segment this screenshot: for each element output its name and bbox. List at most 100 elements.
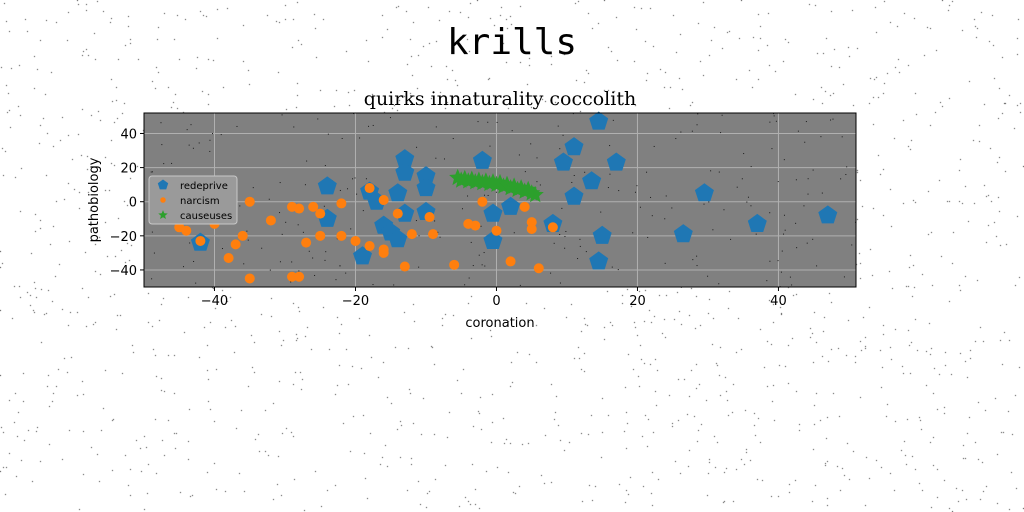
narcism-point [294, 204, 304, 214]
noise-dot [742, 178, 743, 179]
noise-dot [161, 144, 162, 145]
noise-dot [564, 236, 565, 237]
noise-dot [236, 126, 237, 127]
noise-dot [160, 122, 161, 123]
noise-dot [199, 142, 200, 143]
narcism-point [336, 198, 346, 208]
noise-dot [769, 122, 770, 123]
noise-dot [816, 265, 817, 266]
noise-dot [550, 273, 551, 274]
noise-dot [340, 190, 341, 191]
noise-dot [195, 283, 196, 284]
noise-dot [782, 251, 783, 252]
noise-dot [416, 147, 417, 148]
x-axis-ticks: −40 −20 0 20 40 [201, 287, 787, 309]
noise-dot [189, 145, 190, 146]
noise-dot [808, 194, 809, 195]
noise-dot [718, 283, 719, 284]
noise-dot [347, 188, 348, 189]
narcism-point [294, 272, 304, 282]
noise-dot [571, 182, 572, 183]
y-tick-label: 20 [120, 162, 137, 177]
noise-dot [803, 205, 804, 206]
noise-dot [436, 126, 437, 127]
noise-dot [514, 232, 515, 233]
legend-label: narcism [180, 196, 220, 207]
noise-dot [418, 267, 419, 268]
noise-dot [781, 272, 782, 273]
noise-dot [390, 117, 391, 118]
noise-dot [636, 185, 637, 186]
narcism-point [470, 221, 480, 231]
noise-dot [467, 196, 468, 197]
noise-dot [646, 172, 647, 173]
narcism-point [548, 222, 558, 232]
noise-dot [496, 192, 497, 193]
noise-dot [536, 181, 537, 182]
narcism-point [379, 248, 389, 258]
noise-dot [340, 265, 341, 266]
noise-dot [618, 190, 619, 191]
noise-dot [269, 199, 270, 200]
noise-dot [171, 163, 172, 164]
noise-dot [707, 276, 708, 277]
narcism-point [449, 260, 459, 270]
noise-dot [342, 138, 343, 139]
noise-dot [488, 195, 489, 196]
noise-dot [565, 231, 566, 232]
noise-dot [750, 205, 751, 206]
noise-dot [666, 195, 667, 196]
x-tick-label: 40 [770, 294, 787, 309]
noise-dot [363, 210, 364, 211]
noise-dot [239, 205, 240, 206]
narcism-point [245, 197, 255, 207]
noise-dot [151, 172, 152, 173]
noise-dot [189, 242, 190, 243]
noise-dot [774, 115, 775, 116]
noise-dot [813, 170, 814, 171]
noise-dot [842, 136, 843, 137]
noise-dot [697, 124, 698, 125]
narcism-point [407, 229, 417, 239]
noise-dot [416, 220, 417, 221]
narcism-point [477, 197, 487, 207]
noise-dot [373, 125, 374, 126]
noise-dot [563, 135, 564, 136]
noise-dot [270, 270, 271, 271]
noise-dot [558, 126, 559, 127]
noise-dot [650, 197, 651, 198]
noise-dot [812, 239, 813, 240]
noise-dot [352, 178, 353, 179]
y-tick-label: 40 [120, 127, 137, 142]
noise-dot [317, 118, 318, 119]
noise-dot [314, 275, 315, 276]
noise-dot [484, 252, 485, 253]
narcism-point [315, 231, 325, 241]
narcism-point [266, 215, 276, 225]
narcism-point [520, 202, 530, 212]
legend-label: redeprive [180, 181, 228, 192]
noise-dot [584, 172, 585, 173]
noise-dot [193, 148, 194, 149]
noise-dot [298, 224, 299, 225]
noise-dot [586, 251, 587, 252]
noise-dot [298, 270, 299, 271]
noise-dot [776, 121, 777, 122]
noise-dot [743, 153, 744, 154]
noise-dot [324, 206, 325, 207]
x-tick-label: 0 [492, 294, 500, 309]
narcism-point [315, 209, 325, 219]
noise-dot [769, 261, 770, 262]
noise-dot [820, 136, 821, 137]
noise-dot [784, 215, 785, 216]
noise-dot [285, 222, 286, 223]
narcism-point [491, 226, 501, 236]
noise-dot [282, 234, 283, 235]
noise-dot [671, 207, 672, 208]
noise-dot [675, 138, 676, 139]
noise-dot [440, 237, 441, 238]
noise-dot [248, 240, 249, 241]
narcism-point [428, 229, 438, 239]
noise-dot [778, 260, 779, 261]
noise-dot [525, 171, 526, 172]
